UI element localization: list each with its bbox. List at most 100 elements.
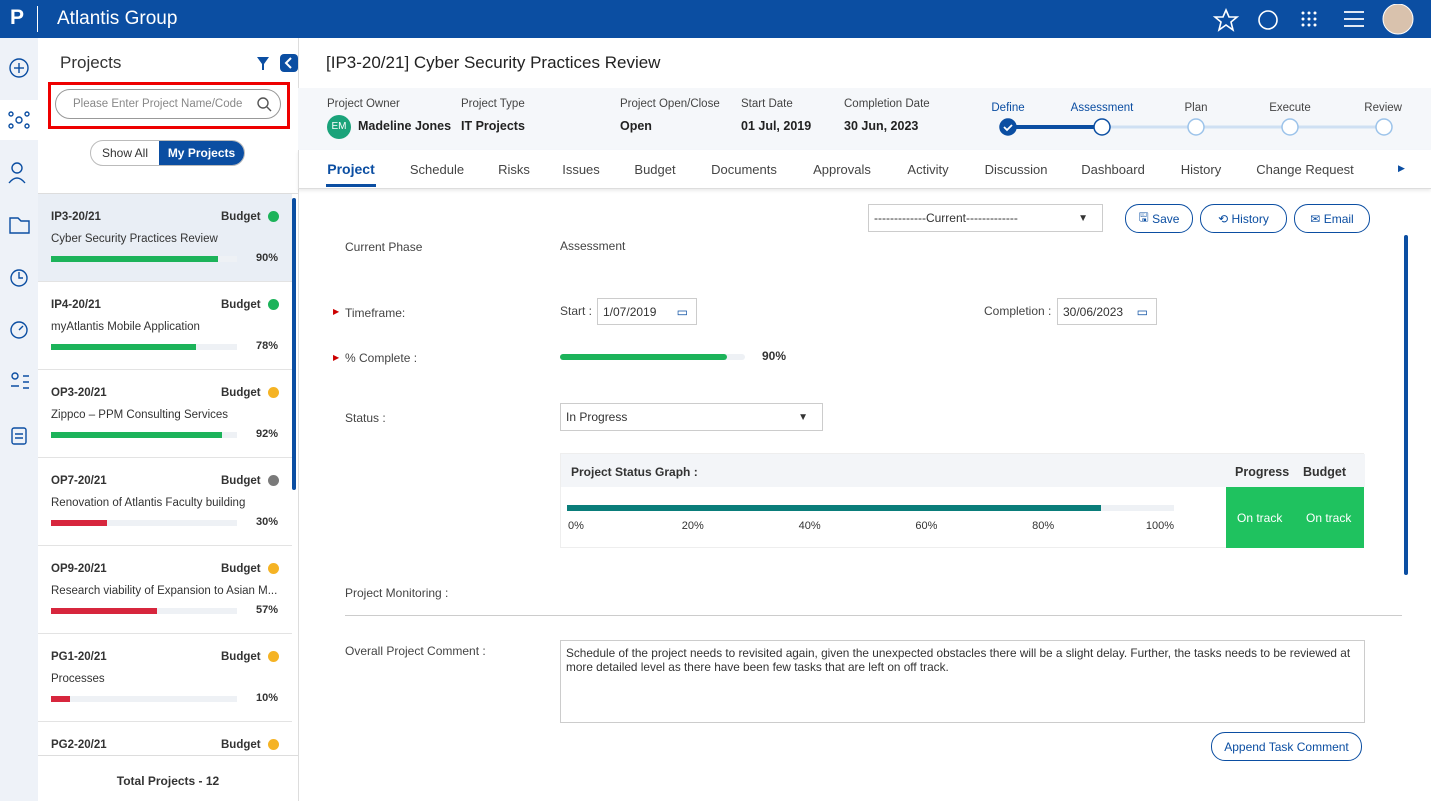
- complete-track: [560, 354, 745, 360]
- phase-label: Review: [1364, 102, 1402, 114]
- phase-node: [1093, 118, 1111, 136]
- save-button[interactable]: 🖫 Save: [1125, 204, 1193, 233]
- project-name: Zippco – PPM Consulting Services: [51, 409, 229, 421]
- budget-status: [268, 475, 279, 486]
- progress-bar: [51, 344, 197, 350]
- info-value: 30 Jun, 2023: [844, 119, 919, 133]
- user-avatar[interactable]: [1382, 4, 1414, 35]
- email-button[interactable]: ✉ Email: [1294, 204, 1370, 233]
- complete-label: % Complete :: [345, 351, 418, 365]
- comment-label: Overall Project Comment :: [345, 644, 486, 658]
- filter-icon[interactable]: [257, 57, 269, 70]
- info-value: Madeline Jones: [358, 119, 452, 133]
- tab[interactable]: Risks: [498, 162, 530, 177]
- tab[interactable]: Approvals: [813, 162, 871, 177]
- collapse-button[interactable]: [280, 54, 298, 72]
- progress-track: [51, 520, 237, 526]
- project-item[interactable]: IP3-20/21 Budget Cyber Security Practices …: [38, 194, 292, 282]
- completion-input[interactable]: 30/06/2023 ▭: [1057, 298, 1157, 325]
- info-label: Project Type: [461, 98, 525, 110]
- phase-label: Define: [991, 102, 1024, 114]
- project-item[interactable]: IP4-20/21 Budget myAtlantis Mobile Applica…: [38, 282, 292, 370]
- progress-track: [51, 256, 237, 262]
- project-code: OP9-20/21: [51, 563, 107, 575]
- budget-status: [268, 211, 279, 222]
- project-item[interactable]: OP3-20/21 Budget Zippco – PPM Consulting S…: [38, 370, 292, 458]
- email-text: Email: [1323, 211, 1354, 226]
- search-icon: [257, 97, 272, 112]
- progress-bar: [51, 256, 219, 262]
- period-select[interactable]: -------------Current------------- ▼: [868, 204, 1103, 232]
- append-button[interactable]: Append Task Comment: [1211, 732, 1362, 761]
- project-item[interactable]: PG1-20/21 Budget Processes 10%: [38, 634, 292, 722]
- sidebar-title: Projects: [60, 53, 122, 72]
- project-item[interactable]: PG2-20/21 Budget: [38, 722, 292, 756]
- progress-label: 92%: [256, 428, 279, 440]
- project-name: Processes: [51, 673, 105, 685]
- tab[interactable]: Issues: [562, 162, 600, 177]
- tab[interactable]: Schedule: [409, 162, 465, 177]
- progress-status: On track: [1237, 511, 1283, 525]
- phase-node: [1187, 118, 1205, 136]
- tab[interactable]: Project: [327, 161, 375, 177]
- info-label: Completion Date: [844, 98, 930, 110]
- project-code: IP4-20/21: [51, 299, 101, 311]
- project-item[interactable]: OP9-20/21 Budget Research viability of Exp…: [38, 546, 292, 634]
- tab[interactable]: Change Request: [1256, 162, 1354, 177]
- status-select[interactable]: In Progress ▼: [560, 403, 823, 431]
- tab[interactable]: Documents: [711, 162, 777, 177]
- tab-underline: [326, 184, 376, 187]
- favorite-icon[interactable]: [1212, 7, 1240, 32]
- owner-avatar: EM: [327, 115, 351, 139]
- comment-box[interactable]: Schedule of the project needs to revisit…: [560, 640, 1365, 723]
- current-phase: Assessment: [560, 239, 626, 253]
- info-value: IT Projects: [461, 119, 525, 133]
- my-projects[interactable]: My Projects: [159, 141, 244, 165]
- project-name: Research viability of Expansion to Asian…: [51, 585, 278, 597]
- tab[interactable]: History: [1180, 162, 1222, 177]
- graph-header: [561, 454, 1365, 487]
- completion-label: Completion :: [984, 304, 1052, 318]
- history-text: History: [1231, 211, 1269, 226]
- history-button[interactable]: ⟲ History: [1200, 204, 1287, 233]
- progress-track: [51, 344, 237, 350]
- project-item[interactable]: OP7-20/21 Budget Renovation of Atlantis Fa…: [38, 458, 292, 546]
- progress-bar: [51, 608, 158, 614]
- info-label: Start Date: [741, 98, 793, 110]
- top-bar: P Atlantis Group: [0, 0, 1431, 38]
- scrollbar: [292, 198, 296, 490]
- search-box[interactable]: Please Enter Project Name/Code: [55, 89, 281, 119]
- progress-bar: [51, 696, 70, 702]
- status-label: Status :: [345, 411, 386, 425]
- progress-label: 10%: [256, 692, 279, 704]
- phase-label: Plan: [1184, 102, 1207, 114]
- budget-status: [268, 739, 279, 750]
- start-input[interactable]: 1/07/2019 ▭: [597, 298, 697, 325]
- tab[interactable]: Discussion: [984, 162, 1048, 177]
- sidebar-tools: [257, 54, 298, 72]
- comment-text: Schedule of the project needs to revisit…: [566, 646, 1351, 674]
- app-name: Atlantis Group: [57, 8, 178, 29]
- tab[interactable]: Dashboard: [1081, 162, 1145, 177]
- required-marker: ▶: [333, 307, 340, 316]
- menu-icon[interactable]: [1344, 11, 1364, 27]
- budget-label: Budget: [221, 563, 261, 575]
- phase-label: Assessment: [1071, 102, 1134, 114]
- project-code: OP7-20/21: [51, 475, 107, 487]
- help-icon[interactable]: [1258, 10, 1278, 30]
- project-name: myAtlantis Mobile Application: [51, 321, 200, 333]
- info-value: 01 Jul, 2019: [741, 119, 812, 133]
- tab[interactable]: Budget: [634, 162, 676, 177]
- project-title: [IP3-20/21] Cyber Security Practices Rev…: [326, 53, 661, 72]
- progress-bar: [51, 432, 223, 438]
- graph-title: Project Status Graph :: [571, 465, 698, 479]
- graph-tick-label: 100%: [1145, 520, 1175, 532]
- phase-node: [999, 118, 1017, 136]
- apps-icon[interactable]: [1301, 11, 1317, 27]
- project-code: IP3-20/21: [51, 211, 101, 223]
- graph-track: [567, 505, 1174, 511]
- tab[interactable]: Activity: [907, 162, 949, 177]
- show-all[interactable]: Show All: [101, 146, 149, 160]
- rail-icons: [0, 58, 38, 445]
- save-text: Save: [1152, 211, 1180, 226]
